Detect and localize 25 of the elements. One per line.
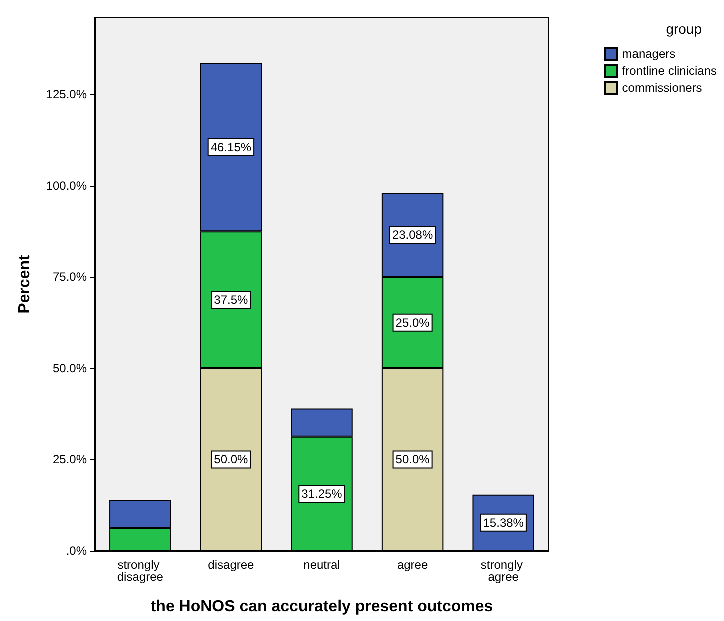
legend-label: commissioners bbox=[622, 81, 702, 95]
y-tick-label: 25.0% bbox=[52, 452, 88, 467]
data-label: 23.08% bbox=[392, 228, 434, 242]
y-tick-label: 50.0% bbox=[52, 361, 88, 376]
x-tick-label: neutral bbox=[304, 558, 340, 572]
x-tick-label: strongly agree bbox=[480, 558, 526, 584]
y-tick-label: .0% bbox=[66, 544, 88, 558]
y-tick-label: 75.0% bbox=[52, 270, 88, 284]
data-label: 25.0% bbox=[396, 316, 430, 330]
data-label: 50.0% bbox=[214, 452, 249, 467]
y-tick-label: 125.0% bbox=[46, 88, 88, 102]
data-label: 31.25% bbox=[302, 486, 343, 501]
data-label: 37.5% bbox=[214, 293, 249, 308]
data-label: 50.0% bbox=[396, 452, 430, 467]
legend-title: group bbox=[666, 21, 702, 37]
x-tick-label: agree bbox=[397, 558, 428, 572]
data-label: 15.38% bbox=[483, 516, 524, 530]
x-tick-label: disagree bbox=[208, 558, 255, 572]
y-axis-title: Percent bbox=[16, 254, 34, 314]
x-axis-title: the HoNOS can accurately present outcomes bbox=[150, 598, 494, 616]
x-tick-label: strongly disagree bbox=[117, 558, 164, 584]
legend-label: managers bbox=[622, 47, 676, 61]
y-tick-label: 100.0% bbox=[46, 178, 88, 193]
data-label: 46.15% bbox=[210, 140, 252, 154]
legend-label: frontline clinicians bbox=[622, 64, 718, 78]
